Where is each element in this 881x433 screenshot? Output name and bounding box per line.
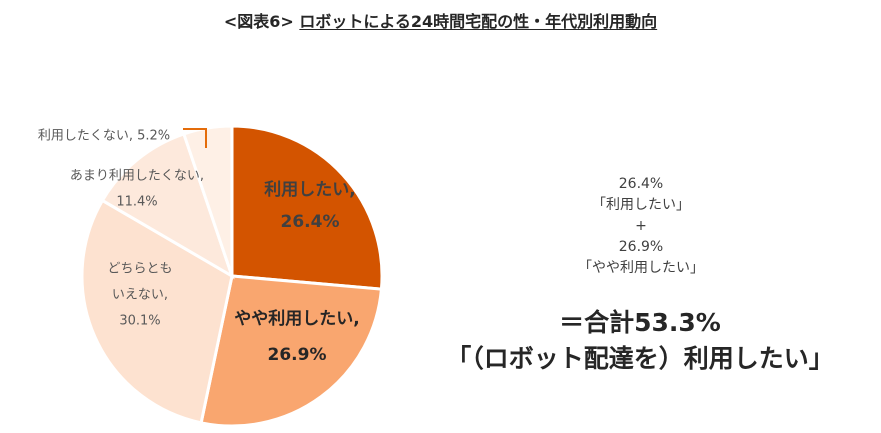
slice-label-3-line-3: 30.1% <box>119 314 160 329</box>
annotation-plus: + <box>635 218 647 234</box>
slice-label-5-line-1: 利用したくない, 5.2% <box>38 129 170 144</box>
leader-line <box>183 128 207 148</box>
annotation-line-2: 「利用したい」 <box>592 197 690 213</box>
slice-label-2-line-1: やや利用したい, <box>234 308 359 329</box>
slice-label-4-line-1: あまり利用したくない, <box>70 169 204 184</box>
total-line-2: 「（ロボット配達を）利用したい」 <box>446 344 834 373</box>
annotation-line-4: 26.9% <box>618 239 664 255</box>
slice-label-4-line-2: 11.4% <box>116 195 157 210</box>
slice-label-3-line-1: どちらとも <box>107 262 172 277</box>
total-line-1: ＝合計53.3% <box>559 308 721 337</box>
slice-label-3-line-2: いえない, <box>112 288 168 303</box>
pie-slice-3 <box>80 198 234 425</box>
annotation-line-5: 「やや利用したい」 <box>578 260 704 276</box>
figure-number: <図表6> <box>223 12 294 31</box>
pie-slice-4 <box>100 132 235 280</box>
pie-slice-5 <box>181 124 234 277</box>
chart-title: <図表6> ロボットによる24時間宅配の性・年代別利用動向 <box>0 8 881 32</box>
pie-slice-2 <box>199 274 384 428</box>
annotation-line-1: 26.4% <box>618 176 664 192</box>
pie-slice-1 <box>230 124 384 291</box>
title-text: ロボットによる24時間宅配の性・年代別利用動向 <box>299 12 658 31</box>
slice-label-1-line-2: 26.4% <box>281 212 340 232</box>
slice-label-2-line-2: 26.9% <box>268 345 327 365</box>
slice-label-1-line-1: 利用したい, <box>264 179 355 200</box>
